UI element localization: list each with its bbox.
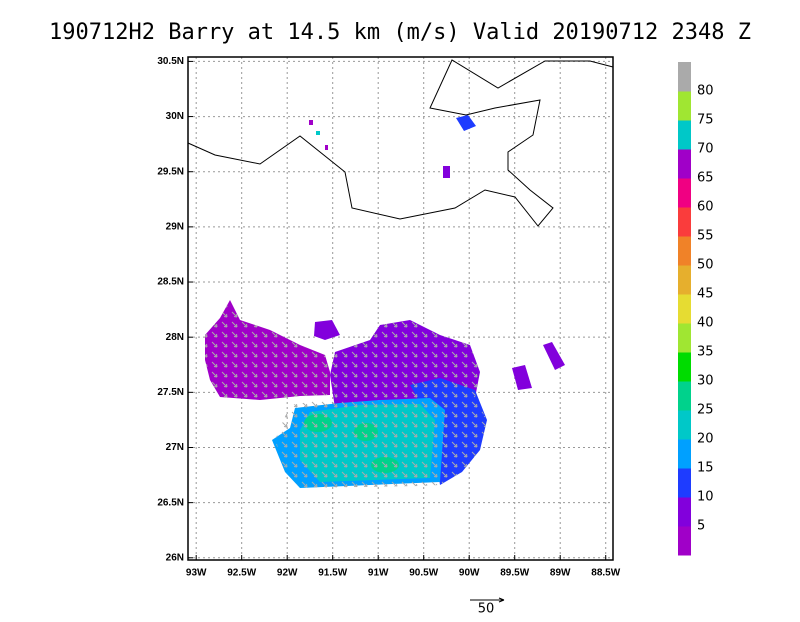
colorbar-label: 10 (697, 490, 714, 505)
reference-label: 50 (478, 602, 495, 617)
coastline (187, 59, 614, 227)
y-tick-label: 29.5N (157, 166, 184, 177)
colorbar-label: 30 (697, 374, 714, 389)
colorbar-segment (678, 439, 691, 469)
wind-region (309, 120, 313, 125)
x-tick-label: 90.5W (409, 568, 438, 579)
colorbar-label: 15 (697, 461, 714, 476)
colorbar-label: 50 (697, 258, 714, 273)
wind-region (512, 365, 532, 390)
colorbar-label: 80 (697, 84, 714, 99)
colorbar-label: 35 (697, 345, 714, 360)
colorbar-segment (678, 526, 691, 556)
colorbar-segment (678, 62, 691, 92)
reference-arrowhead (498, 597, 505, 603)
x-tick-label: 89.5W (500, 568, 529, 579)
x-tick-label: 91W (368, 568, 389, 579)
colorbar-segment (678, 294, 691, 324)
colorbar-segment (678, 236, 691, 266)
x-tick-label: 92.5W (227, 568, 256, 579)
y-tick-label: 26N (166, 552, 184, 563)
colorbar-label: 70 (697, 142, 714, 157)
x-tick-label: 93W (186, 568, 207, 579)
colorbar-segment (678, 468, 691, 498)
title: 190712H2 Barry at 14.5 km (m/s) Valid 20… (49, 20, 751, 45)
colorbar-label: 65 (697, 171, 714, 186)
y-tick-label: 27N (166, 442, 184, 453)
colorbar-segment (678, 410, 691, 440)
y-tick-label: 29N (166, 222, 184, 233)
wind-region (314, 320, 340, 340)
y-tick-label: 26.5N (157, 497, 184, 508)
x-tick-label: 90W (459, 568, 480, 579)
wind-region (456, 115, 476, 131)
wind-region (325, 145, 328, 150)
colorbar-segment (678, 352, 691, 382)
wind-region (443, 166, 450, 178)
colorbar-label: 25 (697, 403, 714, 418)
colorbar-segment (678, 323, 691, 353)
y-tick-label: 27.5N (157, 387, 184, 398)
y-tick-label: 30N (166, 111, 184, 122)
y-tick-label: 28.5N (157, 277, 184, 288)
colorbar-label: 45 (697, 287, 714, 302)
colorbar: 5 10 15 20 25 30 35 40 45 50 55 60 65 70 75 80 (678, 62, 714, 556)
colorbar-segment (678, 381, 691, 411)
colorbar-segment (678, 91, 691, 121)
colorbar-segment (678, 207, 691, 237)
colorbar-label: 40 (697, 316, 714, 331)
colorbar-label: 60 (697, 200, 714, 215)
y-tick-label: 28N (166, 332, 184, 343)
colorbar-segment (678, 265, 691, 295)
colorbar-segment (678, 178, 691, 208)
x-tick-label: 88.5W (591, 568, 620, 579)
x-tick-label: 91.5W (318, 568, 347, 579)
colorbar-label: 55 (697, 229, 714, 244)
vector-reference: 50 (470, 597, 505, 617)
colorbar-label: 20 (697, 432, 714, 447)
map-frame (187, 56, 614, 561)
x-tick-label: 92W (277, 568, 298, 579)
colorbar-label: 5 (697, 519, 705, 534)
wind-region (316, 131, 320, 135)
colorbar-segment (678, 149, 691, 179)
x-tick-label: 89W (550, 568, 571, 579)
y-tick-label: 30.5N (157, 56, 184, 67)
colorbar-segment (678, 120, 691, 150)
colorbar-label: 75 (697, 113, 714, 128)
wind-region (543, 342, 565, 370)
colorbar-segment (678, 497, 691, 527)
